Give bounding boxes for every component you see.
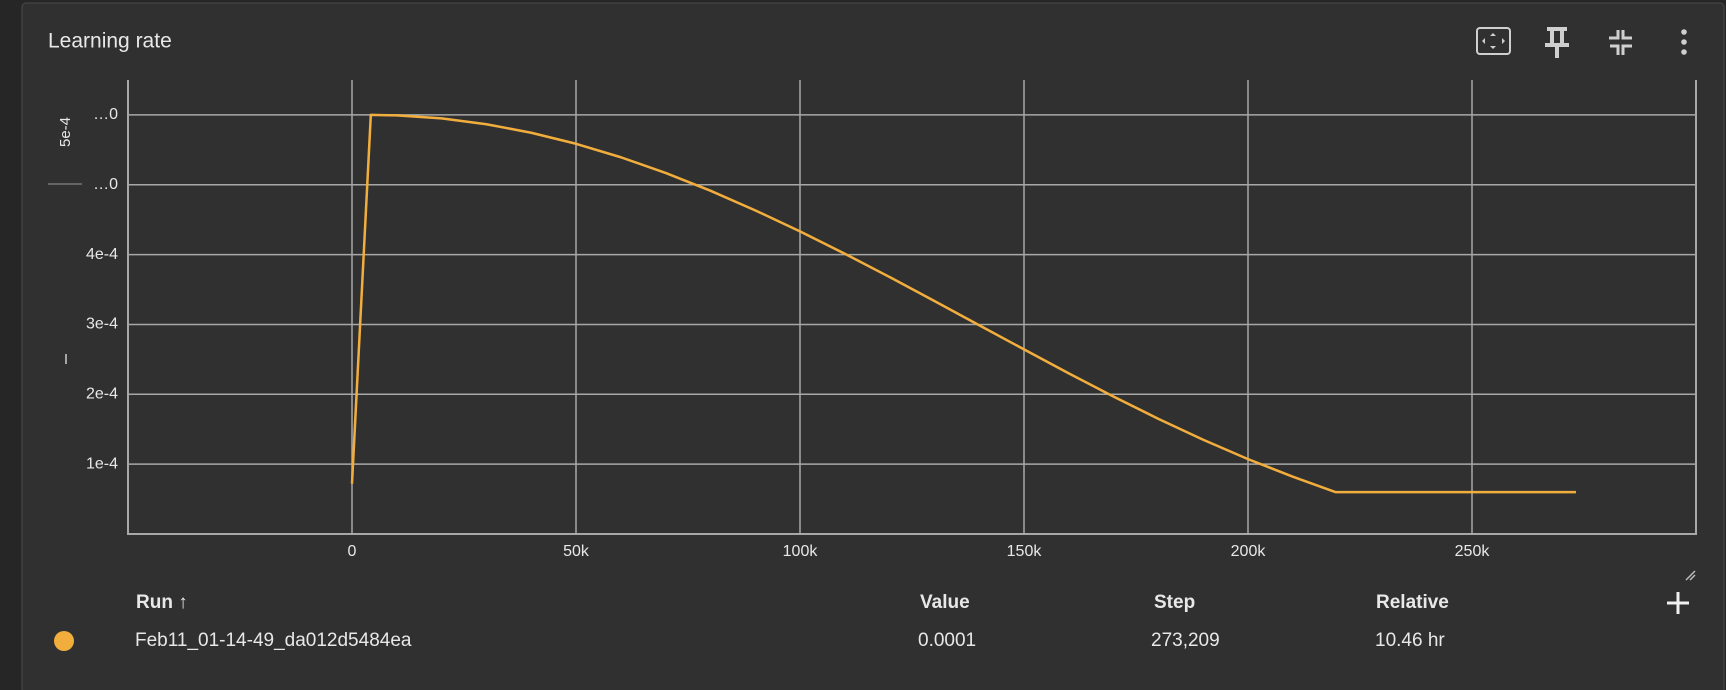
y-tick-label: 1e-4 [86, 455, 118, 472]
x-tick-label: 200k [1231, 543, 1267, 560]
table-header: Step [1154, 592, 1195, 613]
y-tick-label: …0 [93, 176, 118, 193]
y-tick-label: 3e-4 [86, 316, 118, 333]
line-series [350, 113, 1576, 494]
plot-area: 0 50k 100k 150k 200k 250k 1e-4 2e-4 3e-4 4e-4 …0 …0 [86, 80, 1697, 560]
y-axis-annotation: 5e-4 [57, 117, 74, 147]
pin-button[interactable] [1545, 27, 1569, 58]
y-tick-label: 4e-4 [86, 246, 118, 263]
resize-handle [1685, 570, 1696, 581]
y-tick-label: 2e-4 [86, 386, 118, 403]
add-column-button[interactable] [1667, 592, 1689, 614]
more-button[interactable] [1681, 29, 1687, 55]
run-relative: 10.46 hr [1375, 630, 1445, 651]
run-name: Feb11_01-14-49_da012d5484ea [135, 630, 412, 651]
x-tick-label: 250k [1455, 543, 1491, 560]
card-title: Learning rate [48, 30, 172, 53]
plot-frame [127, 80, 1697, 535]
table-header[interactable]: Run ↑ [136, 592, 188, 613]
fit-button[interactable] [1476, 27, 1511, 55]
table-header: Relative [1376, 592, 1449, 613]
x-tick-label: 0 [348, 543, 357, 560]
collapse-button[interactable] [1609, 30, 1632, 55]
run-step: 273,209 [1151, 630, 1220, 651]
x-tick-label: 150k [1007, 543, 1043, 560]
run-color-swatch[interactable] [54, 631, 74, 651]
run-value: 0.0001 [918, 630, 976, 651]
y-tick-label: …0 [93, 106, 118, 123]
x-tick-label: 50k [563, 543, 590, 560]
card-background [21, 2, 1725, 690]
x-tick-label: 100k [783, 543, 819, 560]
table-header: Value [920, 592, 970, 613]
